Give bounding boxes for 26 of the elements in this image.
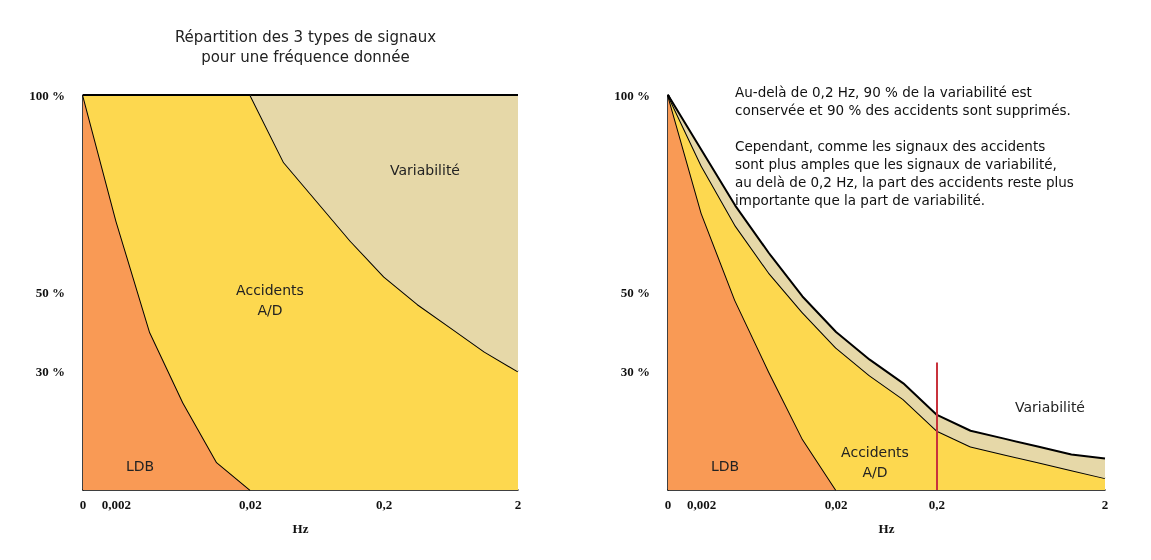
annotation: Accidents A/D xyxy=(841,444,909,480)
y-tick-label: 30 % xyxy=(620,364,650,379)
y-tick-label: 100 % xyxy=(29,87,65,103)
annotation: Accidents A/D xyxy=(236,282,304,318)
y-tick-label: 50 % xyxy=(35,285,65,300)
x-tick-label: 0,002 xyxy=(686,497,717,512)
annotation: Variabilité xyxy=(390,162,460,178)
x-tick-label: 2 xyxy=(514,497,522,512)
text: Au-delà de 0,2 Hz, 90 % de la variabilité est conservée et 90 % des accidents sont supprimés. Cependant, comme les signaux des accidents sont plus amples que les signaux de variabilité, au delà de 0,2 Hz, la part des accidents reste plus importante que la part de variabilité. xyxy=(735,84,1074,208)
x-tick-label: 0,02 xyxy=(238,497,262,512)
annotation: LDB xyxy=(710,458,740,474)
x-tick-label: 0,02 xyxy=(824,497,848,512)
x-tick-label: 0 xyxy=(664,497,672,512)
x-tick-label: 2 xyxy=(1101,497,1109,512)
y-tick-label: 30 % xyxy=(35,364,65,379)
y-tick-label: 50 % xyxy=(620,285,650,300)
x-tick-label: 0,2 xyxy=(376,497,393,512)
x-axis-title: Hz xyxy=(292,521,309,536)
x-tick-label: 0,2 xyxy=(928,497,946,512)
annotation: LDB xyxy=(125,458,155,474)
x-tick-label: 0 xyxy=(79,497,87,512)
x-axis-title: Hz xyxy=(878,521,895,536)
y-tick-label: 100 % xyxy=(614,87,650,103)
x-tick-label: 0,002 xyxy=(101,497,132,512)
annotation: Variabilité xyxy=(1015,399,1085,415)
chart-title: Répartition des 3 types de signaux pour une fréquence donnée xyxy=(174,28,437,66)
